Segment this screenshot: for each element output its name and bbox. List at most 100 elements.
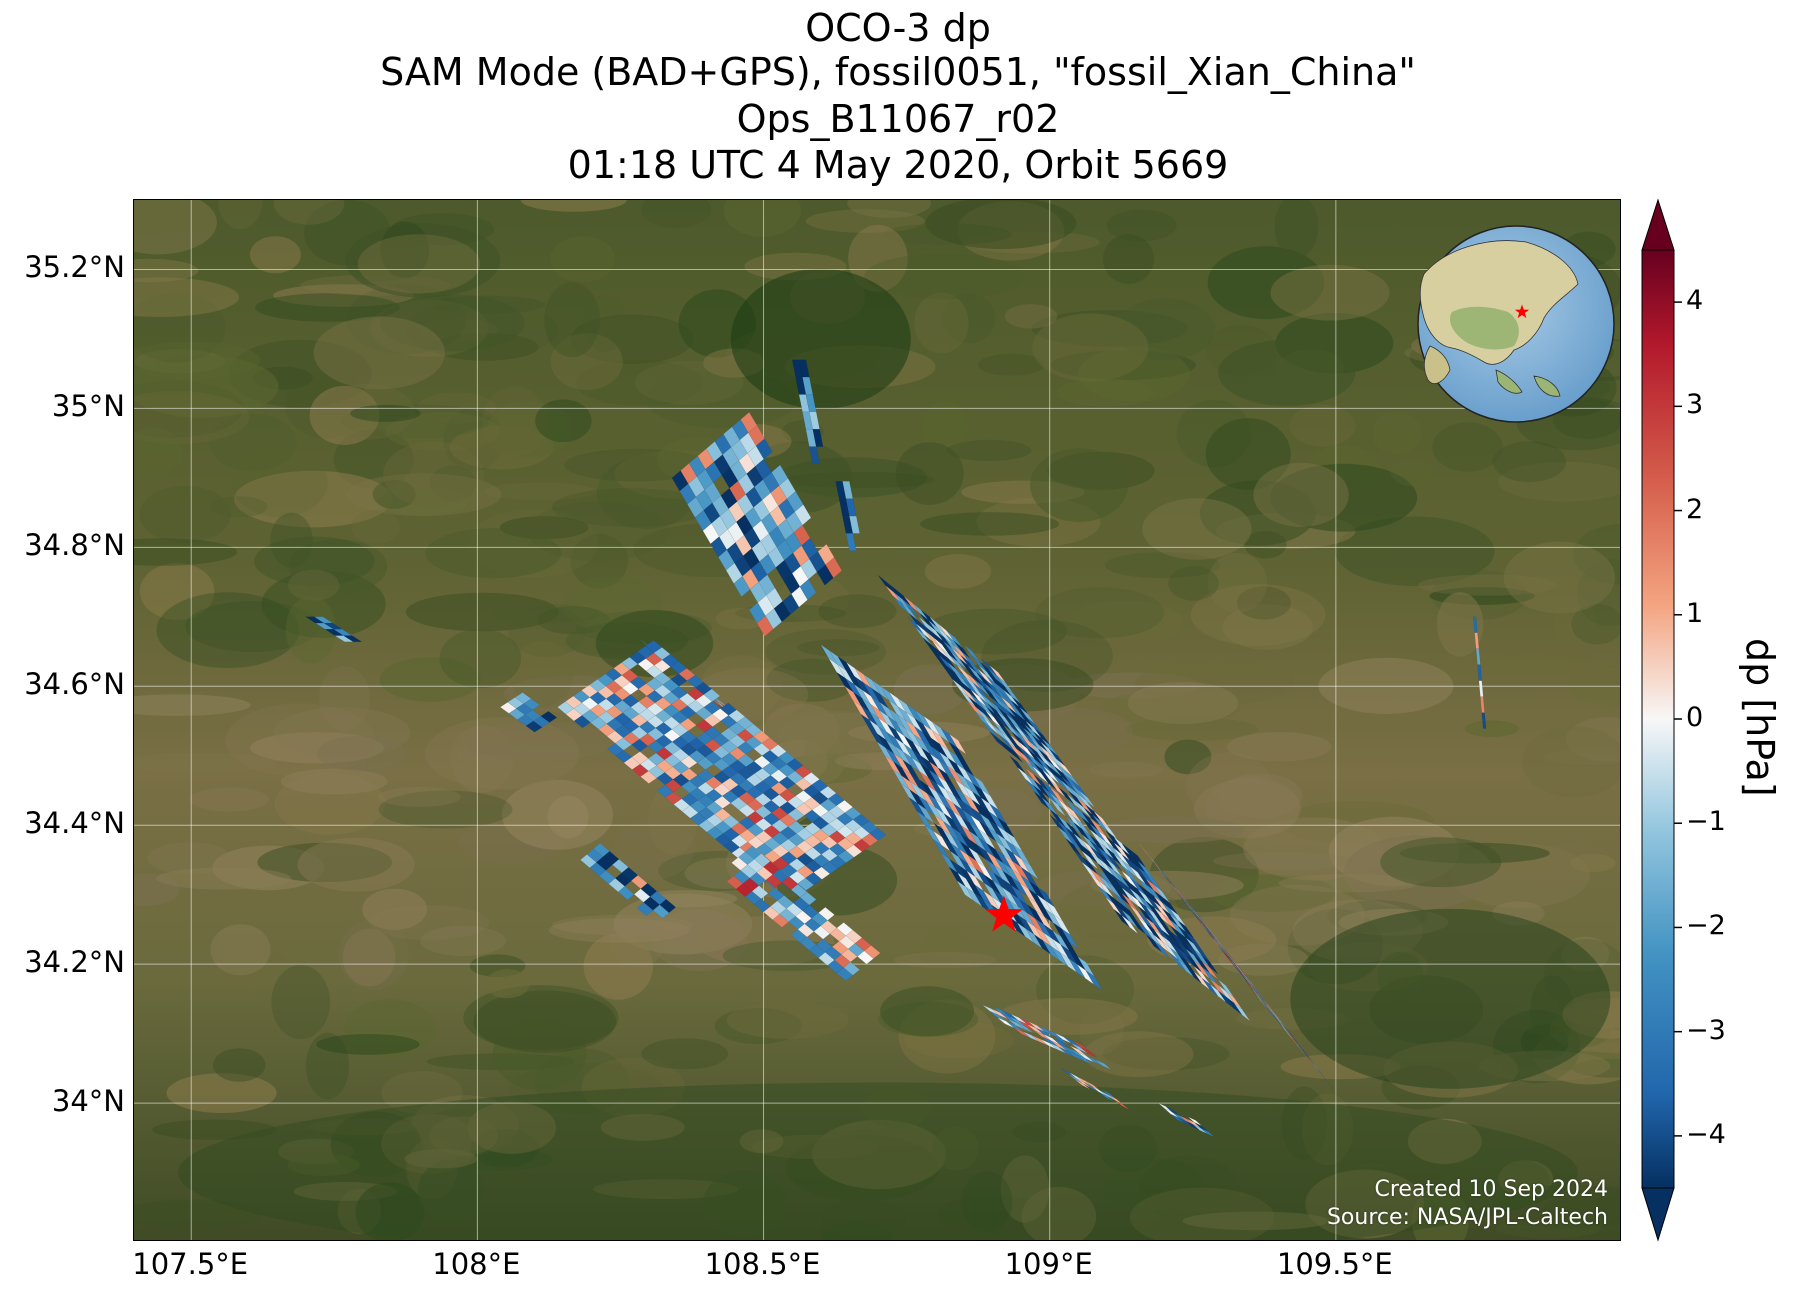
terrain-patch xyxy=(520,200,627,212)
terrain-patch xyxy=(551,914,693,936)
lat-tick-label: 34.2°N xyxy=(24,945,125,980)
terrain-patch xyxy=(564,448,709,482)
terrain-patch xyxy=(501,779,614,850)
dp-sounding-cell xyxy=(799,578,817,601)
terrain-patch xyxy=(287,1154,360,1176)
terrain-patch xyxy=(405,300,558,359)
terrain-patch xyxy=(596,456,697,530)
lon-tick-label: 109°E xyxy=(1004,1247,1093,1281)
terrain-patch xyxy=(1498,461,1620,502)
terrain-patch xyxy=(1407,1118,1482,1164)
terrain-patch xyxy=(1104,552,1221,579)
dp-sounding-cell xyxy=(659,898,677,913)
map-panel xyxy=(133,199,1621,1241)
terrain-patch xyxy=(250,732,384,764)
colorbar-tick-label: 1 xyxy=(1686,597,1704,629)
terrain-patch xyxy=(1568,664,1620,707)
terrain-patch xyxy=(1573,524,1620,585)
terrain-patch xyxy=(313,316,445,390)
terrain-patch xyxy=(1390,457,1434,486)
terrain-patch xyxy=(492,1018,587,1090)
gridlines xyxy=(134,200,1620,1240)
dp-sounding-cell xyxy=(1074,1079,1090,1090)
dp-sounding-cell xyxy=(1114,1100,1130,1111)
title-line-3: Ops_B11067_r02 xyxy=(736,97,1060,141)
terrain-patch xyxy=(1441,1154,1551,1211)
terrain-patch xyxy=(1000,1155,1050,1223)
terrain-patch xyxy=(473,990,617,1053)
terrain-patch xyxy=(485,969,530,999)
terrain-patch xyxy=(482,386,548,457)
terrain-patch xyxy=(254,536,375,586)
terrain-patch xyxy=(288,569,340,601)
terrain-patch xyxy=(797,639,880,657)
dp-sounding-cell xyxy=(755,438,773,460)
lat-tick-label: 35.2°N xyxy=(24,250,125,285)
terrain-patch xyxy=(225,703,376,777)
terrain-patch xyxy=(1207,552,1268,613)
terrain-patch xyxy=(766,658,858,702)
colorbar-tick-label: −1 xyxy=(1686,806,1726,838)
lon-tick-label: 108.5°E xyxy=(704,1247,821,1281)
terrain-patch xyxy=(134,694,251,716)
terrain-patch xyxy=(961,1171,1013,1233)
terrain-patch xyxy=(864,253,1024,300)
terrain-patch xyxy=(803,732,846,783)
terrain-patch xyxy=(1100,816,1245,844)
terrain-patch xyxy=(1079,1006,1125,1055)
terrain-patch xyxy=(763,703,840,758)
terrain-patch xyxy=(1348,1163,1397,1186)
terrain-patch xyxy=(510,640,574,708)
terrain-patch xyxy=(1129,1187,1275,1240)
terrain-patch xyxy=(156,592,300,669)
terrain-texture xyxy=(134,200,1620,1240)
terrain-patch xyxy=(1135,660,1294,705)
terrain-patch xyxy=(548,918,690,943)
terrain-patch xyxy=(156,867,292,890)
terrain-patch xyxy=(189,787,269,812)
terrain-patch xyxy=(1328,816,1460,887)
terrain-patch xyxy=(726,1001,849,1039)
terrain-patch xyxy=(134,341,261,379)
terrain-patch xyxy=(420,925,507,957)
terrain-patch xyxy=(270,512,313,568)
dp-sounding-cell xyxy=(818,906,835,921)
colorbar-extend-max xyxy=(1641,198,1675,251)
terrain-patch xyxy=(1498,1160,1553,1197)
terrain-patch xyxy=(1289,404,1356,447)
terrain-patch xyxy=(1572,1058,1620,1078)
terrain-patch xyxy=(1036,955,1135,1025)
terrain-patch xyxy=(1168,566,1219,601)
terrain-patch xyxy=(1205,418,1291,490)
dp-sounding-cell xyxy=(540,711,558,723)
lat-tick-label: 34.8°N xyxy=(24,528,125,563)
terrain-patch xyxy=(378,790,513,829)
terrain-patch xyxy=(319,666,371,731)
dp-sounding-cell xyxy=(1317,1068,1334,1089)
terrain-patch xyxy=(316,735,406,772)
terrain-patch xyxy=(583,295,627,352)
dp-sounding-cell xyxy=(809,446,820,465)
lon-tick-label: 109.5°E xyxy=(1276,1247,1393,1281)
terrain-patch xyxy=(893,664,967,715)
title-line-4: 01:18 UTC 4 May 2020, Orbit 5669 xyxy=(567,143,1229,187)
terrain-patch xyxy=(848,224,908,292)
terrain-patch xyxy=(1100,690,1240,726)
terrain-patch xyxy=(634,360,744,405)
credit-source: Source: NASA/JPL-Caltech xyxy=(1326,1205,1608,1230)
terrain-patch xyxy=(1083,1031,1194,1078)
terrain-patch xyxy=(309,385,380,445)
terrain-patch xyxy=(1021,1186,1097,1240)
terrain-patch xyxy=(209,496,268,518)
terrain-patch xyxy=(297,837,415,892)
dp-sounding-cell xyxy=(869,827,887,841)
terrain-patch xyxy=(527,501,670,561)
dp-sounding-cell xyxy=(523,698,541,711)
dp-sounding-cell xyxy=(1101,821,1118,840)
dp-sounding-cell xyxy=(799,891,817,906)
terrain-patch xyxy=(139,485,231,544)
forest-area xyxy=(730,268,911,409)
dp-sounding-cell xyxy=(1021,859,1039,880)
terrain-patch xyxy=(550,236,616,283)
dp-sounding-cell xyxy=(949,734,967,755)
